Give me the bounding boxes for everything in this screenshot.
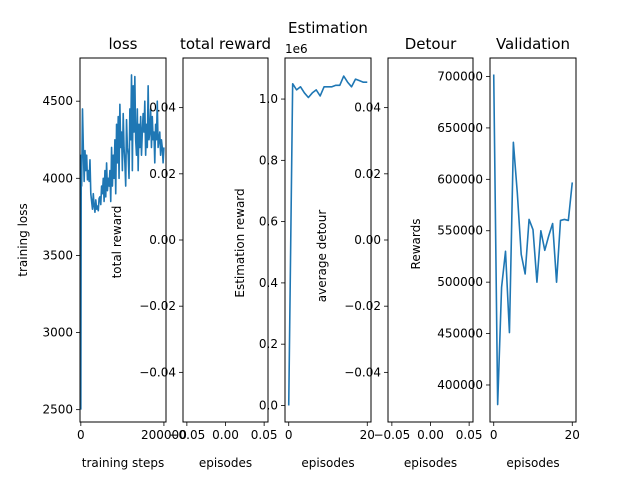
axes-frame [79, 57, 167, 423]
x-tick-label: 0 [285, 428, 293, 442]
x-tick-label: 0.05 [456, 428, 483, 442]
y-tick-label: −0.02 [344, 299, 381, 313]
y-tick-label: 0.02 [149, 167, 176, 181]
y-axis-label: total reward [110, 206, 124, 279]
offset-text: 1e6 [285, 42, 308, 56]
x-tick-label: 200000 [141, 428, 187, 442]
y-tick-label: 0.00 [354, 233, 381, 247]
x-tick-label: −0.05 [168, 428, 205, 442]
y-tick-label: 550000 [437, 224, 483, 238]
y-tick-label: 0.4 [259, 276, 278, 290]
subplot-2: total reward −0.05 0.00 0.05 −0.04 −0.02 0.00 0… [110, 35, 277, 470]
y-tick-label: 400000 [437, 378, 483, 392]
y-tick-label: 0.0 [259, 398, 278, 412]
subplot-3: Estimation 1e6 0 20 0.0 0.2 0.4 0.6 0.8 1.0 episod… [233, 19, 375, 470]
x-axis-label: episodes [404, 456, 457, 470]
x-axis-label: training steps [82, 456, 165, 470]
subplot-4: Detour −0.05 0.00 0.05 −0.04 −0.02 0.00 0.02 0.0… [315, 35, 482, 470]
series-line [492, 74, 574, 406]
axes-frame [284, 57, 372, 423]
y-tick-label: −0.02 [139, 299, 176, 313]
chart-title: Detour [405, 35, 457, 53]
y-tick-label: 3000 [42, 326, 73, 340]
x-axis-label: episodes [301, 456, 354, 470]
subplot-5: Validation 0 20 400000 450000 500000 550000 600… [409, 35, 580, 470]
chart-title: Estimation [288, 19, 368, 37]
y-tick-label: 650000 [437, 121, 483, 135]
x-tick-label: 0 [490, 428, 498, 442]
x-tick-label: 20 [360, 428, 375, 442]
y-tick-label: 0.6 [259, 215, 278, 229]
y-tick-label: 500000 [437, 275, 483, 289]
y-axis-label: Estimation reward [233, 188, 247, 297]
y-tick-label: 0.04 [149, 101, 176, 115]
x-tick-label: 0 [77, 428, 85, 442]
x-axis-label: episodes [199, 456, 252, 470]
y-tick-label: 1.0 [259, 92, 278, 106]
y-tick-label: 0.04 [354, 101, 381, 115]
x-tick-label: 0.05 [251, 428, 278, 442]
axes-frame [182, 57, 269, 423]
y-tick-label: 4000 [42, 171, 73, 185]
y-tick-label: 0.00 [149, 233, 176, 247]
axes-frame [489, 57, 577, 423]
y-tick-label: 0.02 [354, 167, 381, 181]
chart-title: total reward [180, 35, 271, 53]
y-tick-label: 700000 [437, 70, 483, 84]
x-tick-label: 0.00 [417, 428, 444, 442]
y-tick-label: 3500 [42, 248, 73, 262]
y-tick-label: 4500 [42, 94, 73, 108]
y-axis-label: training loss [16, 203, 30, 276]
y-tick-label: 0.2 [259, 337, 278, 351]
y-tick-label: 600000 [437, 172, 483, 186]
y-tick-label: 0.8 [259, 153, 278, 167]
x-tick-label: −0.05 [373, 428, 410, 442]
y-tick-label: −0.04 [139, 365, 176, 379]
x-tick-label: 20 [565, 428, 580, 442]
y-axis-label: Rewards [409, 219, 423, 270]
subplot-1: loss 0 200000 2500 3000 3500 4000 4500 training … [16, 35, 187, 470]
chart-title: loss [109, 35, 138, 53]
x-axis-label: episodes [506, 456, 559, 470]
x-tick-label: 0.00 [212, 428, 239, 442]
y-tick-label: −0.04 [344, 365, 381, 379]
y-axis-label: average detour [315, 210, 329, 303]
series-line [287, 75, 368, 406]
series-line [80, 74, 165, 410]
chart-title: Validation [496, 35, 570, 53]
axes-frame [387, 57, 474, 423]
y-tick-label: 450000 [437, 327, 483, 341]
y-tick-label: 2500 [42, 403, 73, 417]
